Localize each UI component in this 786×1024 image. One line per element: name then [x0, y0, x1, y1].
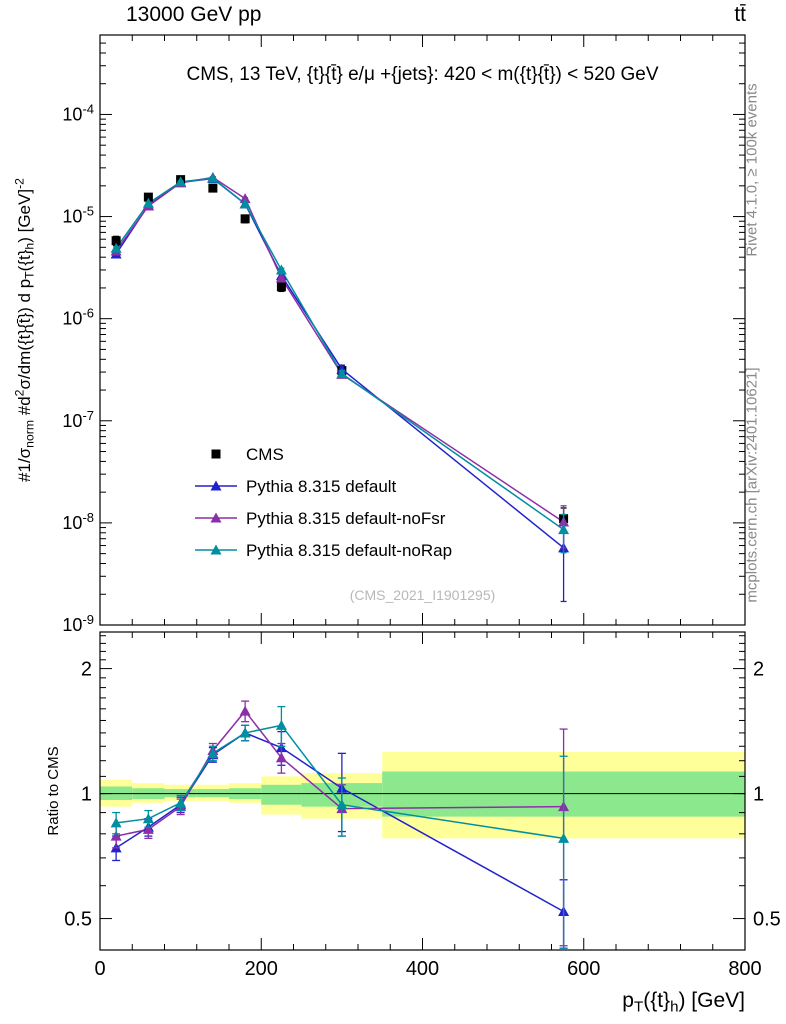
svg-text:200: 200 [245, 958, 278, 980]
svg-text:#1/σnorm #d2σ/dm({t}{t̄}) d pT: #1/σnorm #d2σ/dm({t}{t̄}) d pT({t}h) [Ge… [13, 178, 37, 482]
x-axis-labels: 0 200 400 600 800 pT({t}h) [GeV] [94, 958, 761, 1016]
top-panel-series [110, 171, 570, 603]
svg-text:Pythia 8.315 default-noRap: Pythia 8.315 default-noRap [246, 541, 452, 560]
svg-text:2: 2 [753, 659, 764, 681]
svg-text:Ratio to CMS: Ratio to CMS [45, 746, 62, 835]
ratio-uncertainty-bands [100, 751, 745, 839]
ratio-panel-series [110, 700, 570, 949]
svg-text:600: 600 [567, 958, 600, 980]
svg-text:1: 1 [81, 784, 92, 806]
svg-text:Pythia 8.315 default: Pythia 8.315 default [246, 477, 397, 496]
svg-text:1: 1 [753, 784, 764, 806]
svg-text:400: 400 [406, 958, 439, 980]
svg-text:(CMS_2021_I1901295): (CMS_2021_I1901295) [350, 587, 496, 603]
svg-text:10-6: 10-6 [62, 306, 94, 329]
svg-text:800: 800 [728, 958, 761, 980]
rivet-version-label: Rivet 4.1.0, ≥ 100k events [743, 83, 761, 257]
svg-text:2: 2 [81, 659, 92, 681]
mcplots-reference-label: mcplots.cern.ch [arXiv:2401.10621] [743, 367, 761, 603]
top-y-axis: 10-4 10-5 10-6 10-7 10-8 10-9 [62, 42, 745, 635]
plot-title: CMS, 13 TeV, {t}{t̄} e/μ +{jets}: 420 < … [186, 64, 658, 85]
svg-text:Pythia 8.315 default-noFsr: Pythia 8.315 default-noFsr [246, 509, 446, 528]
analysis-watermark: (CMS_2021_I1901295) [350, 587, 496, 603]
legend: CMS Pythia 8.315 default Pythia 8.315 defa… [195, 445, 452, 560]
beam-energy-label: 13000 GeV pp [126, 3, 262, 26]
svg-text:CMS: CMS [246, 445, 284, 464]
svg-text:10-9: 10-9 [62, 612, 94, 635]
svg-text:10-5: 10-5 [62, 204, 94, 227]
svg-text:pT({t}h) [GeV]: pT({t}h) [GeV] [622, 989, 745, 1016]
svg-text:0.5: 0.5 [753, 909, 781, 931]
process-label: tt̄ [734, 3, 746, 26]
top-y-label: #1/σnorm #d2σ/dm({t}{t̄}) d pT({t}h) [Ge… [13, 178, 37, 482]
svg-text:CMS, 13 TeV, {t}{t̄} e/μ +{jet: CMS, 13 TeV, {t}{t̄} e/μ +{jets}: 420 < … [186, 64, 658, 85]
svg-text:10-4: 10-4 [62, 101, 94, 124]
svg-text:10-8: 10-8 [62, 510, 94, 533]
svg-text:10-7: 10-7 [62, 408, 94, 431]
svg-text:0.5: 0.5 [64, 909, 92, 931]
ratio-y-axis: 0.5 0.5 1 1 2 2 Ratio to CMS [45, 635, 781, 931]
svg-text:0: 0 [94, 958, 105, 980]
x-axis-ticks [99, 35, 746, 950]
